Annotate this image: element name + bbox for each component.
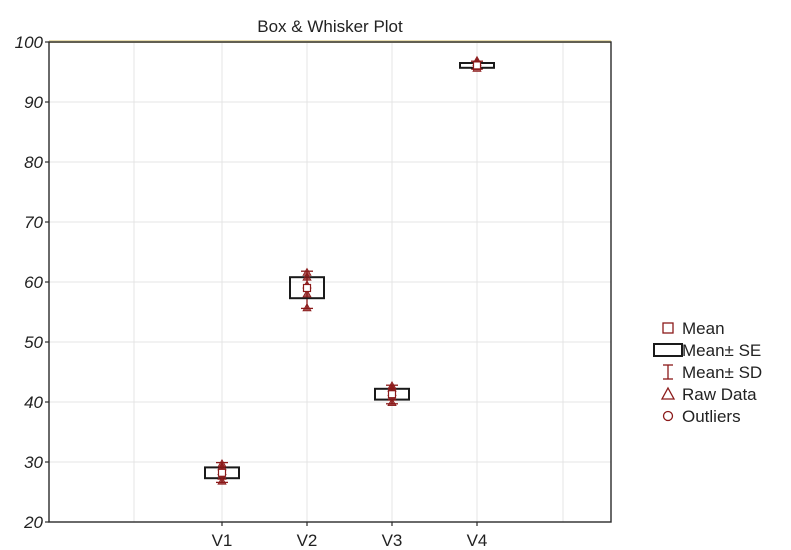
y-tick-label: 40 [24, 393, 43, 412]
legend-item-whisker: Mean± SD [663, 363, 762, 382]
legend-outlier-icon [664, 412, 673, 421]
raw-data-point [218, 460, 226, 467]
y-tick-label: 60 [24, 273, 43, 292]
raw-data-point [303, 268, 311, 275]
y-tick-label: 90 [24, 93, 43, 112]
legend-item-outlier: Outliers [664, 407, 741, 426]
gridlines [49, 42, 611, 522]
mean-marker [474, 62, 481, 69]
x-axis-ticks: V1 V2 V3 V4 [212, 522, 488, 550]
x-tick-label: V3 [382, 531, 403, 550]
y-tick-label: 30 [24, 453, 43, 472]
legend-label: Mean [682, 319, 725, 338]
series-V2 [290, 268, 324, 310]
chart-title: Box & Whisker Plot [257, 17, 403, 36]
legend-item-mean: Mean [663, 319, 725, 338]
legend-item-raw: Raw Data [662, 385, 757, 404]
mean-marker [389, 391, 396, 398]
y-tick-label: 70 [24, 213, 43, 232]
legend-label: Mean± SD [682, 363, 762, 382]
y-tick-label: 80 [24, 153, 43, 172]
y-axis-ticks: 20 30 40 50 60 70 80 90 100 [15, 33, 49, 532]
legend-raw-icon [662, 388, 674, 399]
legend: Mean Mean± SE Mean± SD Raw Data Outliers [654, 319, 762, 426]
y-tick-label: 20 [23, 513, 43, 532]
mean-marker [219, 469, 226, 476]
legend-label: Outliers [682, 407, 741, 426]
y-tick-label: 50 [24, 333, 43, 352]
legend-label: Raw Data [682, 385, 757, 404]
mean-marker [304, 285, 311, 292]
y-tick-label: 100 [15, 33, 44, 52]
x-tick-label: V2 [297, 531, 318, 550]
raw-data-point [303, 304, 311, 311]
legend-mean-icon [663, 323, 673, 333]
legend-label: Mean± SE [682, 341, 761, 360]
x-tick-label: V4 [467, 531, 488, 550]
x-tick-label: V1 [212, 531, 233, 550]
series-V1 [205, 460, 239, 484]
data-series [205, 57, 494, 485]
series-V4 [460, 57, 494, 72]
legend-item-box: Mean± SE [654, 341, 761, 360]
legend-box-icon [654, 344, 682, 356]
